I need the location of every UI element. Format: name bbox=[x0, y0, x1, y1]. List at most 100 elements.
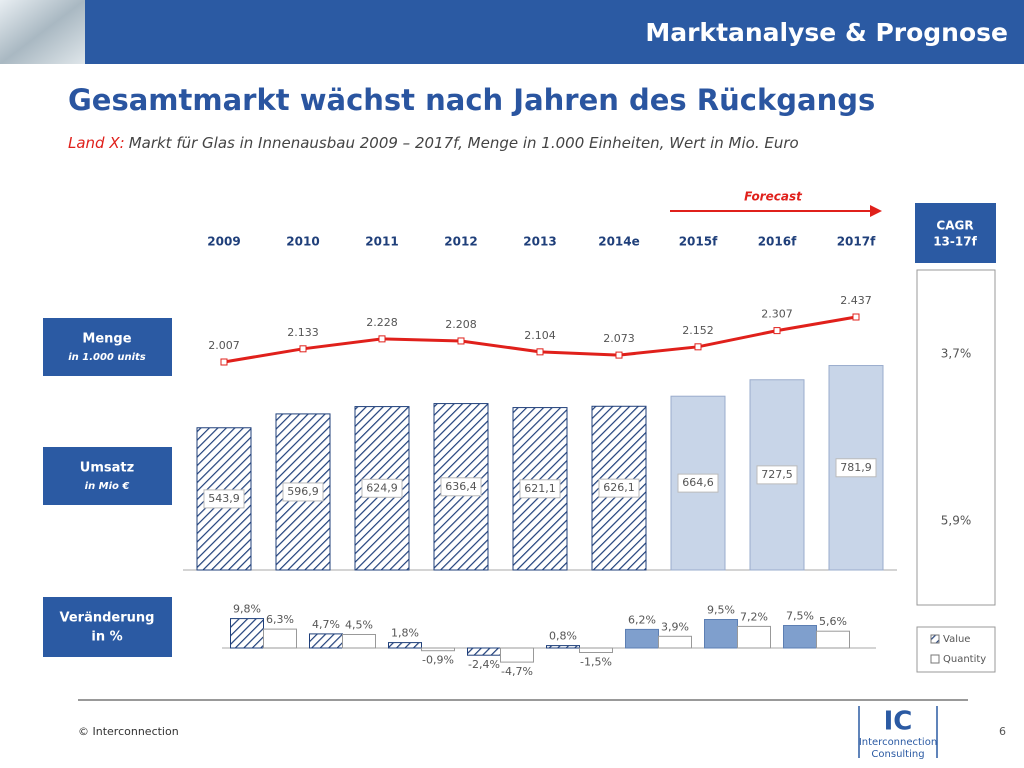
year-label: 2010 bbox=[286, 235, 319, 249]
year-label: 2013 bbox=[523, 235, 556, 249]
change-label: 6,2% bbox=[628, 613, 656, 626]
year-label: 2011 bbox=[365, 235, 398, 249]
umsatz-label: 543,9 bbox=[208, 492, 240, 505]
forecast-label: Forecast bbox=[744, 190, 803, 204]
change-bar bbox=[263, 628, 297, 649]
change-label: 6,3% bbox=[266, 613, 294, 626]
legend-swatch bbox=[930, 634, 940, 644]
cagr-header bbox=[915, 203, 996, 263]
change-bar bbox=[309, 633, 343, 649]
change-bar bbox=[737, 625, 771, 649]
label-bg bbox=[519, 479, 561, 499]
forecast-arrowhead bbox=[870, 205, 882, 217]
page-number: 6 bbox=[999, 725, 1006, 738]
change-bar bbox=[421, 647, 455, 652]
menge-point bbox=[378, 335, 386, 343]
change-label: -0,9% bbox=[422, 654, 454, 667]
change-label: -2,4% bbox=[468, 658, 500, 671]
cagr-title: CAGR bbox=[936, 219, 973, 233]
change-label: 9,8% bbox=[233, 603, 261, 616]
change-bar bbox=[658, 635, 692, 649]
change-label: 1,8% bbox=[391, 627, 419, 640]
row-label-box bbox=[43, 318, 172, 376]
menge-label: 2.307 bbox=[761, 308, 793, 321]
menge-point bbox=[457, 337, 465, 345]
year-label: 2012 bbox=[444, 235, 477, 249]
umsatz-label: 624,9 bbox=[366, 481, 398, 494]
subtitle-lead: Land X: bbox=[68, 134, 125, 152]
menge-label: 2.073 bbox=[603, 332, 635, 345]
row-label: Veränderung bbox=[60, 611, 155, 626]
change-label: -1,5% bbox=[580, 656, 612, 669]
legend-label: Value bbox=[943, 634, 970, 645]
menge-label: 2.104 bbox=[524, 329, 556, 342]
change-label: 9,5% bbox=[707, 604, 735, 617]
change-bar bbox=[625, 628, 659, 649]
label-bg bbox=[598, 478, 640, 498]
change-label: 4,5% bbox=[345, 619, 373, 632]
label-bg bbox=[756, 465, 798, 485]
row-sublabel: in % bbox=[91, 630, 122, 645]
change-label: -4,7% bbox=[501, 665, 533, 678]
umsatz-label: 727,5 bbox=[761, 468, 793, 481]
row-label: Menge bbox=[82, 332, 131, 347]
change-bar bbox=[783, 625, 817, 649]
change-bar bbox=[500, 647, 534, 663]
change-bar bbox=[388, 642, 422, 649]
change-label: 7,5% bbox=[786, 610, 814, 623]
change-bar bbox=[546, 645, 580, 649]
change-label: 4,7% bbox=[312, 618, 340, 631]
menge-point bbox=[220, 358, 228, 366]
menge-label: 2.228 bbox=[366, 316, 398, 329]
umsatz-label: 636,4 bbox=[445, 480, 477, 493]
change-bar bbox=[467, 647, 501, 656]
label-bg bbox=[835, 458, 877, 478]
change-bar bbox=[704, 619, 738, 649]
row-label-box bbox=[43, 597, 172, 657]
menge-label: 2.437 bbox=[840, 294, 872, 307]
change-bar bbox=[230, 618, 264, 649]
logo: IC bbox=[884, 707, 913, 737]
subtitle: Land X: Markt für Glas in Innenausbau 200… bbox=[68, 134, 799, 152]
change-label: 7,2% bbox=[740, 610, 768, 623]
copyright: © Interconnection bbox=[78, 725, 179, 738]
label-bg bbox=[677, 473, 719, 493]
menge-point bbox=[536, 348, 544, 356]
umsatz-label: 626,1 bbox=[603, 481, 635, 494]
header-photo bbox=[0, 0, 85, 64]
change-label: 3,9% bbox=[661, 620, 689, 633]
logo-text: Consulting bbox=[871, 749, 924, 760]
menge-point bbox=[773, 327, 781, 335]
menge-label: 2.133 bbox=[287, 326, 319, 339]
umsatz-label: 621,1 bbox=[524, 482, 556, 495]
year-label: 2009 bbox=[207, 235, 240, 249]
year-label: 2015f bbox=[679, 235, 718, 249]
menge-label: 2.208 bbox=[445, 318, 477, 331]
row-sublabel: in 1.000 units bbox=[68, 352, 146, 363]
cagr-box bbox=[916, 269, 996, 606]
change-bar bbox=[579, 647, 613, 653]
change-bar bbox=[342, 634, 376, 649]
menge-label: 2.152 bbox=[682, 324, 714, 337]
label-bg bbox=[282, 482, 324, 502]
change-bar bbox=[816, 630, 850, 649]
row-sublabel: in Mio € bbox=[85, 481, 130, 492]
label-bg bbox=[203, 489, 245, 509]
year-label: 2014e bbox=[598, 235, 640, 249]
label-bg bbox=[440, 477, 482, 497]
slide-title: Gesamtmarkt wächst nach Jahren des Rückg… bbox=[68, 83, 875, 117]
umsatz-label: 781,9 bbox=[840, 461, 872, 474]
cagr-value: 3,7% bbox=[941, 347, 972, 361]
subtitle-text: Markt für Glas in Innenausbau 2009 – 201… bbox=[129, 134, 799, 152]
year-label: 2017f bbox=[837, 235, 876, 249]
legend-swatch bbox=[930, 654, 940, 664]
menge-label: 2.007 bbox=[208, 339, 240, 352]
header-band bbox=[85, 0, 1024, 64]
umsatz-label: 664,6 bbox=[682, 476, 714, 489]
menge-point bbox=[852, 313, 860, 321]
section-title: Marktanalyse & Prognose bbox=[645, 18, 1008, 47]
row-label: Umsatz bbox=[80, 461, 134, 476]
change-label: 0,8% bbox=[549, 630, 577, 643]
label-bg bbox=[361, 478, 403, 498]
change-label: 5,6% bbox=[819, 615, 847, 628]
